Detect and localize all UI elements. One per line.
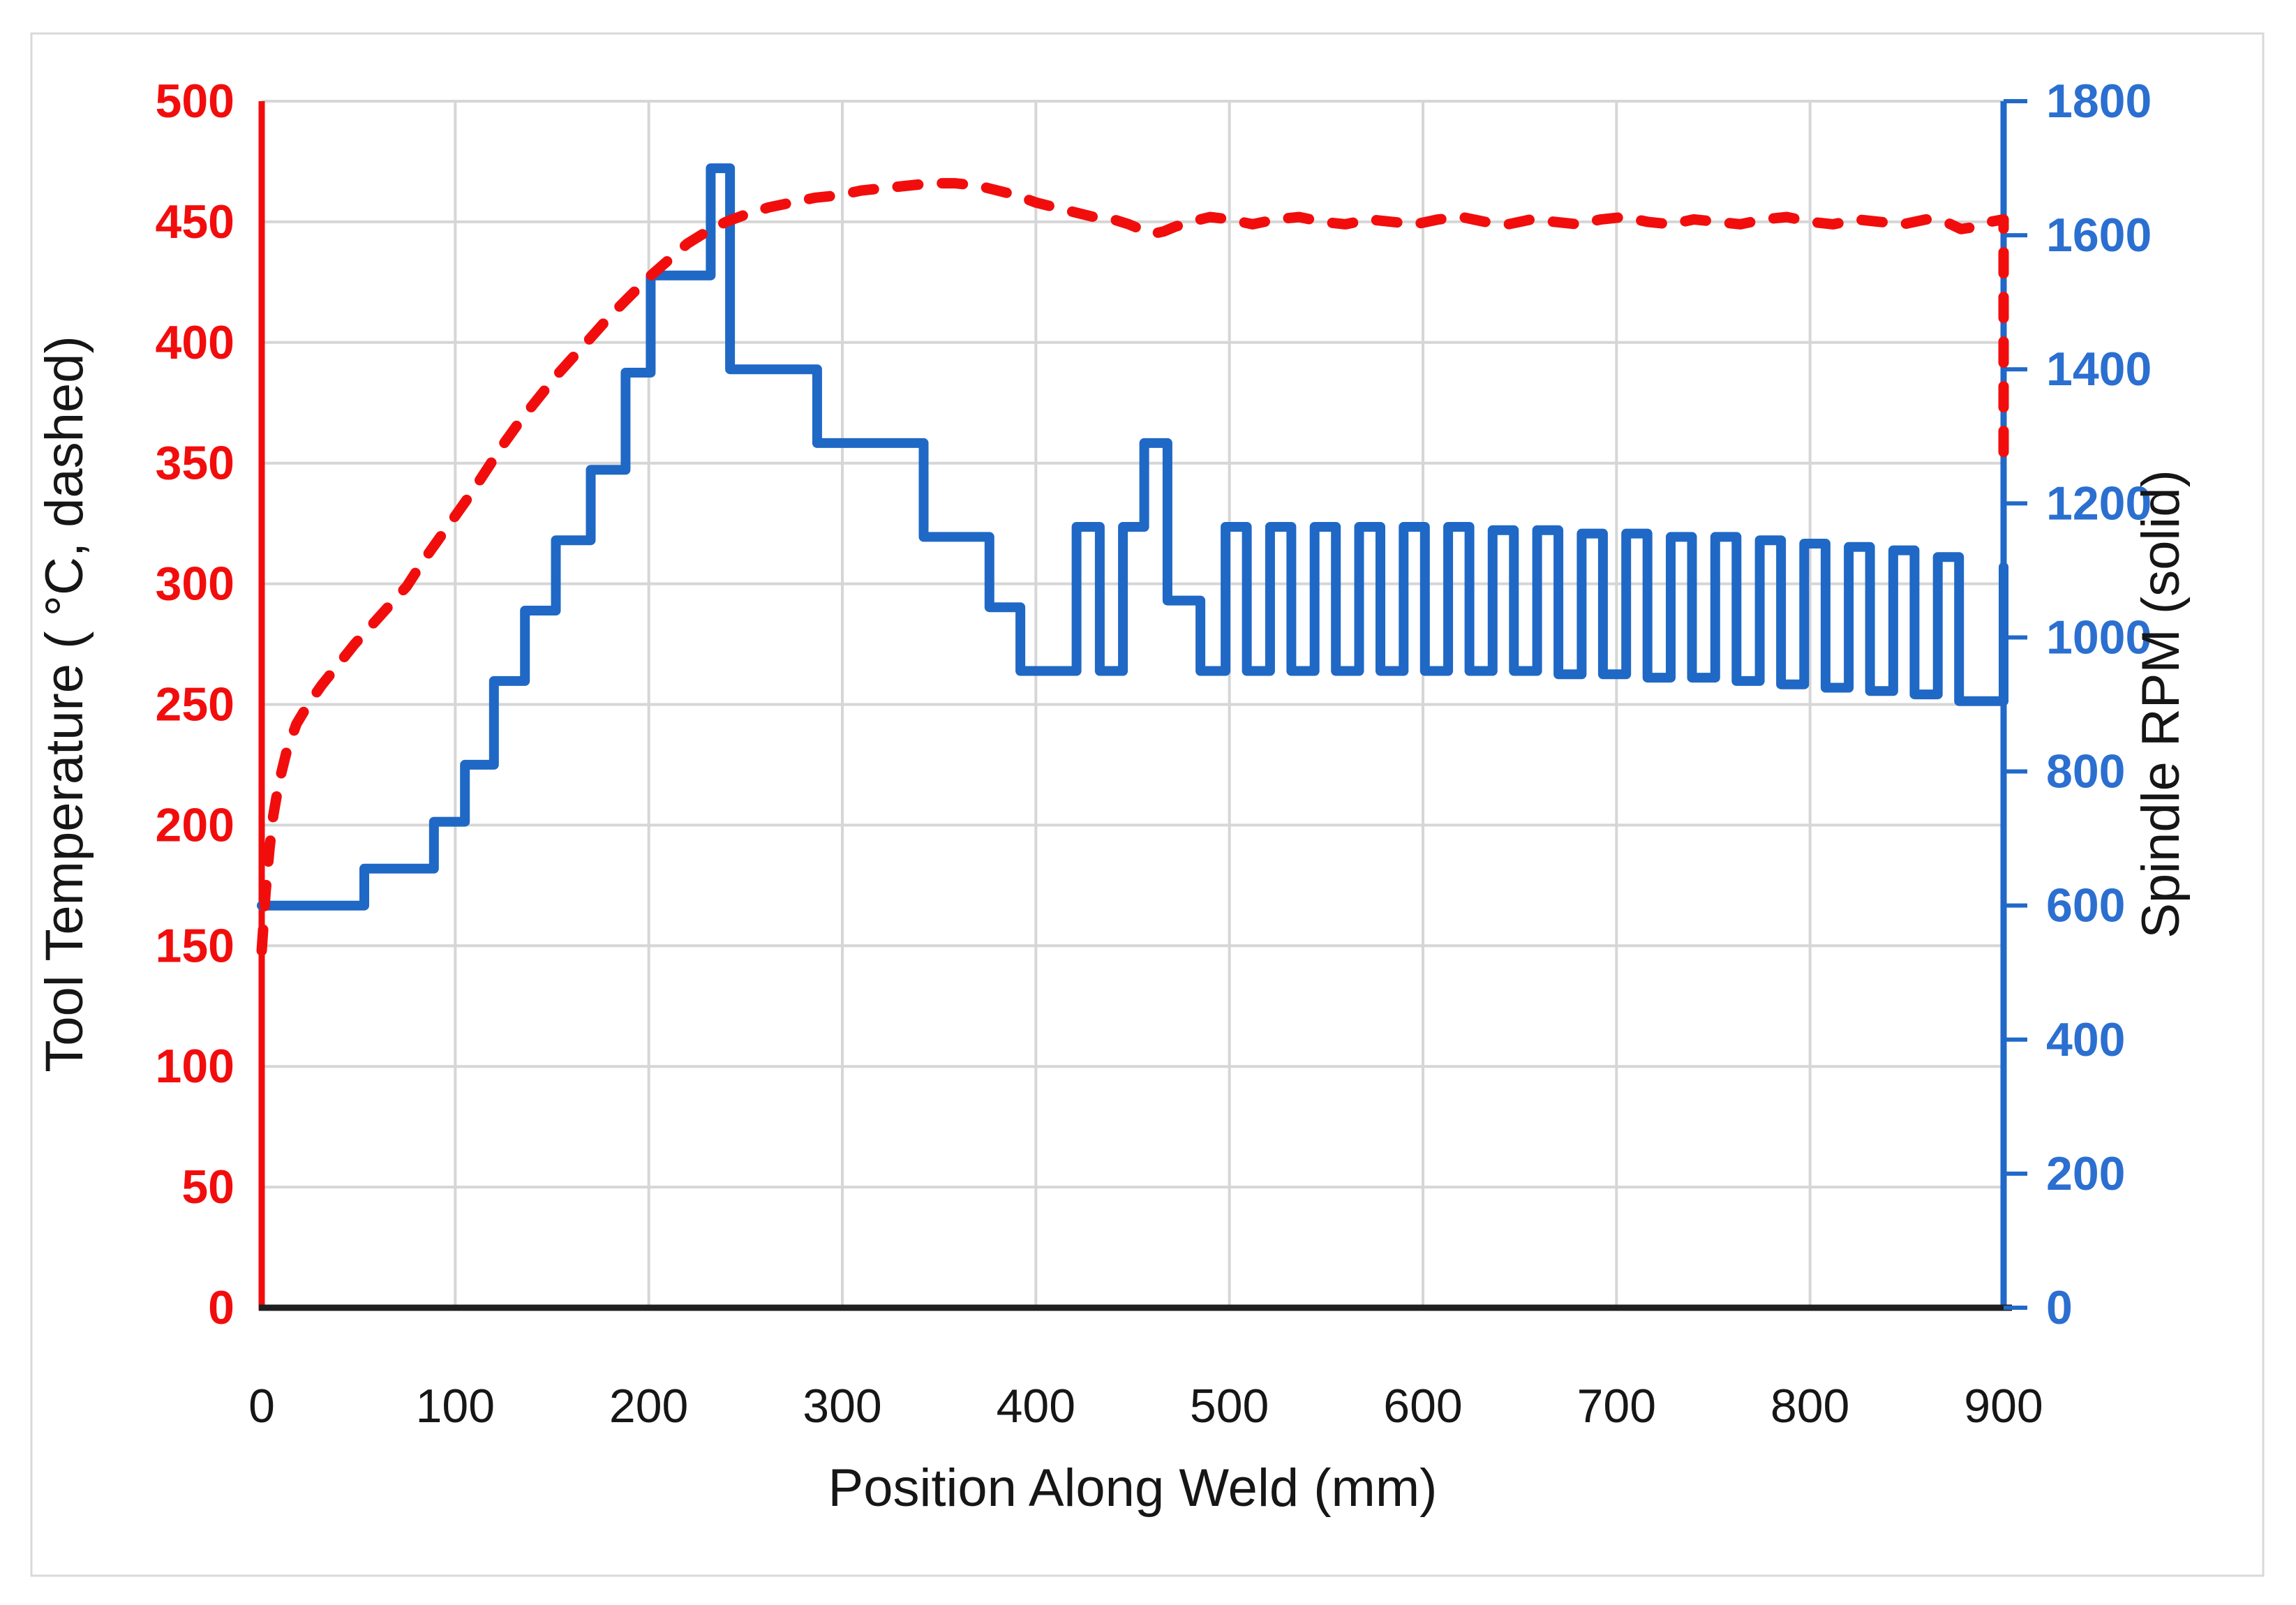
temperature-series [256,178,2009,956]
right-axis-tick-labels: 0 200 400 600 800 1000 1200 1400 1600 1800 [2046,75,2152,1334]
left-tick-label: 400 [156,316,234,369]
right-tick-label: 600 [2046,879,2125,932]
x-tick-label: 900 [1964,1380,2043,1433]
left-tick-label: 0 [208,1281,234,1334]
x-axis-title: Position Along Weld (mm) [828,1458,1438,1518]
right-tick-label: 1200 [2046,477,2152,530]
x-tick-label: 0 [248,1380,275,1433]
temperature-line [256,178,2009,956]
x-tick-label: 600 [1383,1380,1462,1433]
right-tick-label: 800 [2046,745,2125,798]
left-axis-title: Tool Temperature ( °C, dashed) [35,336,94,1073]
left-tick-label: 350 [156,437,234,490]
x-axis-tick-labels: 0 100 200 300 400 500 600 700 800 900 [248,1380,2043,1433]
x-tick-label: 700 [1577,1380,1656,1433]
right-tick-label: 1400 [2046,343,2152,396]
right-axis-tick-marks [2004,99,2027,1310]
rpm-line [257,163,2008,911]
left-tick-label: 450 [156,195,234,248]
figure-border [30,32,2265,1577]
left-tick-label: 250 [156,678,234,731]
x-tick-label: 300 [803,1380,881,1433]
left-tick-label: 100 [156,1040,234,1093]
right-axis-title: Spindle RPM (solid) [2131,470,2191,939]
x-tick-label: 100 [416,1380,495,1433]
x-tick-label: 500 [1190,1380,1269,1433]
left-tick-label: 200 [156,798,234,851]
x-tick-label: 400 [997,1380,1075,1433]
left-axis-tick-labels: 0 50 100 150 200 250 300 350 400 450 500 [156,75,234,1334]
right-tick-label: 1800 [2046,75,2152,128]
left-tick-label: 500 [156,75,234,128]
right-tick-label: 0 [2046,1281,2073,1334]
left-tick-label: 50 [181,1160,234,1214]
right-tick-label: 1600 [2046,209,2152,262]
left-tick-label: 150 [156,919,234,972]
right-tick-label: 200 [2046,1147,2125,1200]
x-tick-label: 800 [1771,1380,1849,1433]
x-tick-label: 200 [609,1380,688,1433]
gridlines [262,100,2004,1308]
left-tick-label: 300 [156,558,234,611]
right-tick-label: 400 [2046,1013,2125,1066]
rpm-series [257,163,2008,911]
right-tick-label: 1000 [2046,611,2152,664]
